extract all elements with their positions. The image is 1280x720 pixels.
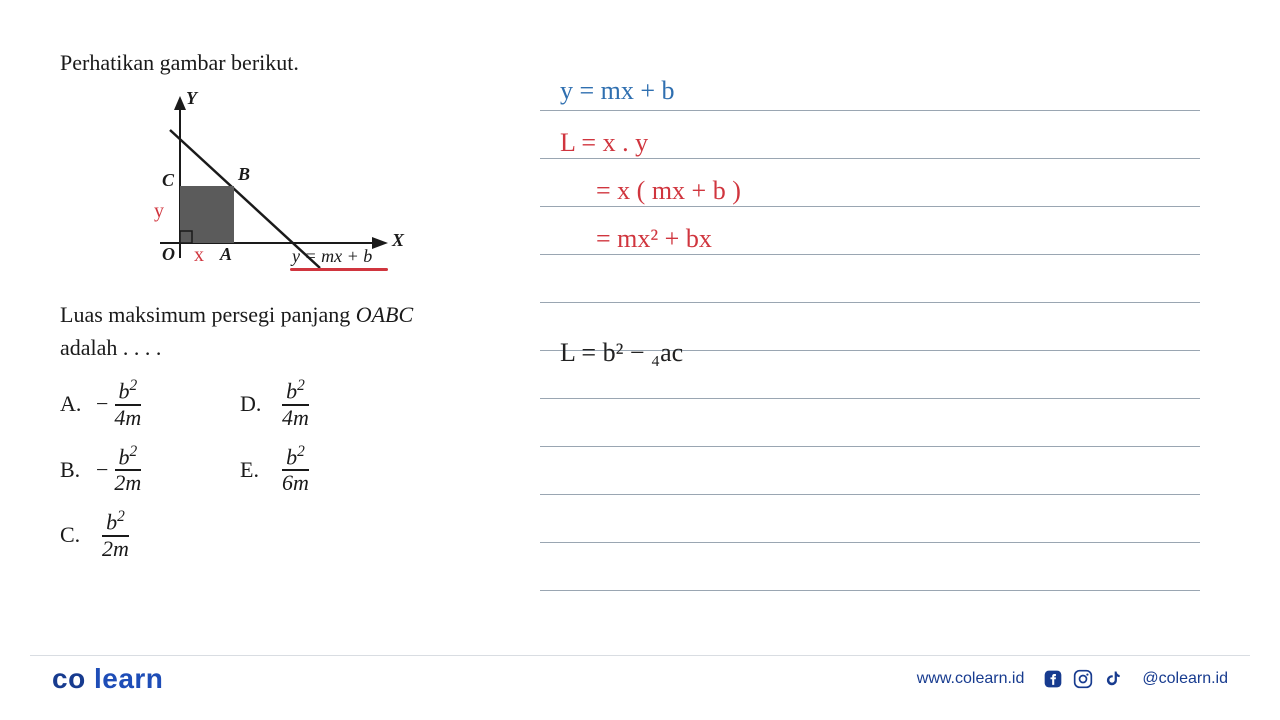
option-letter: B. [60, 457, 96, 483]
logo-learn: learn [94, 663, 163, 694]
ruled-line [540, 398, 1200, 399]
origin-label: O [162, 244, 175, 265]
facebook-icon[interactable] [1042, 668, 1064, 690]
ruled-line [540, 254, 1200, 255]
social-icons [1042, 668, 1124, 690]
footer-url: www.colearn.id [917, 670, 1025, 688]
work-line-0: y = mx + b [560, 76, 675, 106]
option-letter: C. [60, 522, 96, 548]
point-c-label: C [162, 170, 174, 191]
tiktok-icon[interactable] [1102, 668, 1124, 690]
option-d[interactable]: D. b2 4m [240, 378, 420, 430]
footer: co learn www.colearn.id @colearn.id [0, 656, 1280, 702]
ruled-line [540, 590, 1200, 591]
option-sign: − [96, 457, 108, 483]
option-a[interactable]: A. − b2 4m [60, 378, 240, 430]
option-fraction: b2 4m [110, 378, 145, 430]
hand-x-label: x [194, 244, 204, 267]
ruled-line [540, 446, 1200, 447]
work-line-2: = x ( mx + b ) [596, 176, 741, 206]
ruled-line [540, 158, 1200, 159]
x-axis-label: X [392, 230, 404, 251]
work-line-4: L = b² − ₄ac [560, 338, 683, 368]
option-letter: D. [240, 391, 276, 417]
line-equation: y = mx + b [292, 246, 372, 267]
option-fraction: b2 4m [278, 378, 313, 430]
footer-right: www.colearn.id @colearn.id [917, 668, 1228, 690]
problem-title: Perhatikan gambar berikut. [60, 50, 500, 76]
coordinate-diagram: Y X O A B C x y y = mx + b [100, 88, 420, 288]
instagram-icon[interactable] [1072, 668, 1094, 690]
problem-panel: Perhatikan gambar berikut. Y X O A B C x… [60, 50, 500, 561]
option-c[interactable]: C. b2 2m [60, 509, 240, 561]
option-letter: E. [240, 457, 276, 483]
question-text: Luas maksimum persegi panjang OABC adala… [60, 298, 500, 364]
ruled-line [540, 542, 1200, 543]
hand-y-label: y [154, 200, 164, 223]
ruled-line [540, 494, 1200, 495]
question-part2: adalah . . . . [60, 335, 161, 360]
work-line-1: L = x . y [560, 128, 648, 158]
option-fraction: b2 2m [110, 444, 145, 496]
footer-handle: @colearn.id [1142, 670, 1228, 688]
point-a-label: A [220, 244, 232, 265]
option-sign: − [96, 391, 108, 417]
option-e[interactable]: E. b2 6m [240, 444, 420, 496]
option-fraction: b2 2m [98, 509, 133, 561]
question-oabc: OABC [356, 302, 413, 327]
y-axis-label: Y [186, 88, 197, 109]
option-letter: A. [60, 391, 96, 417]
ruled-line [540, 302, 1200, 303]
equation-underline [290, 268, 388, 271]
ruled-line [540, 110, 1200, 111]
option-b[interactable]: B. − b2 2m [60, 444, 240, 496]
logo-co: co [52, 663, 86, 694]
option-fraction: b2 6m [278, 444, 313, 496]
work-line-3: = mx² + bx [596, 224, 712, 254]
brand-logo: co learn [52, 663, 163, 695]
point-b-label: B [238, 164, 250, 185]
ruled-line [540, 206, 1200, 207]
answer-options: A. − b2 4m D. b2 4m B. − b2 2m E. [60, 378, 500, 561]
question-part1: Luas maksimum persegi panjang [60, 302, 350, 327]
